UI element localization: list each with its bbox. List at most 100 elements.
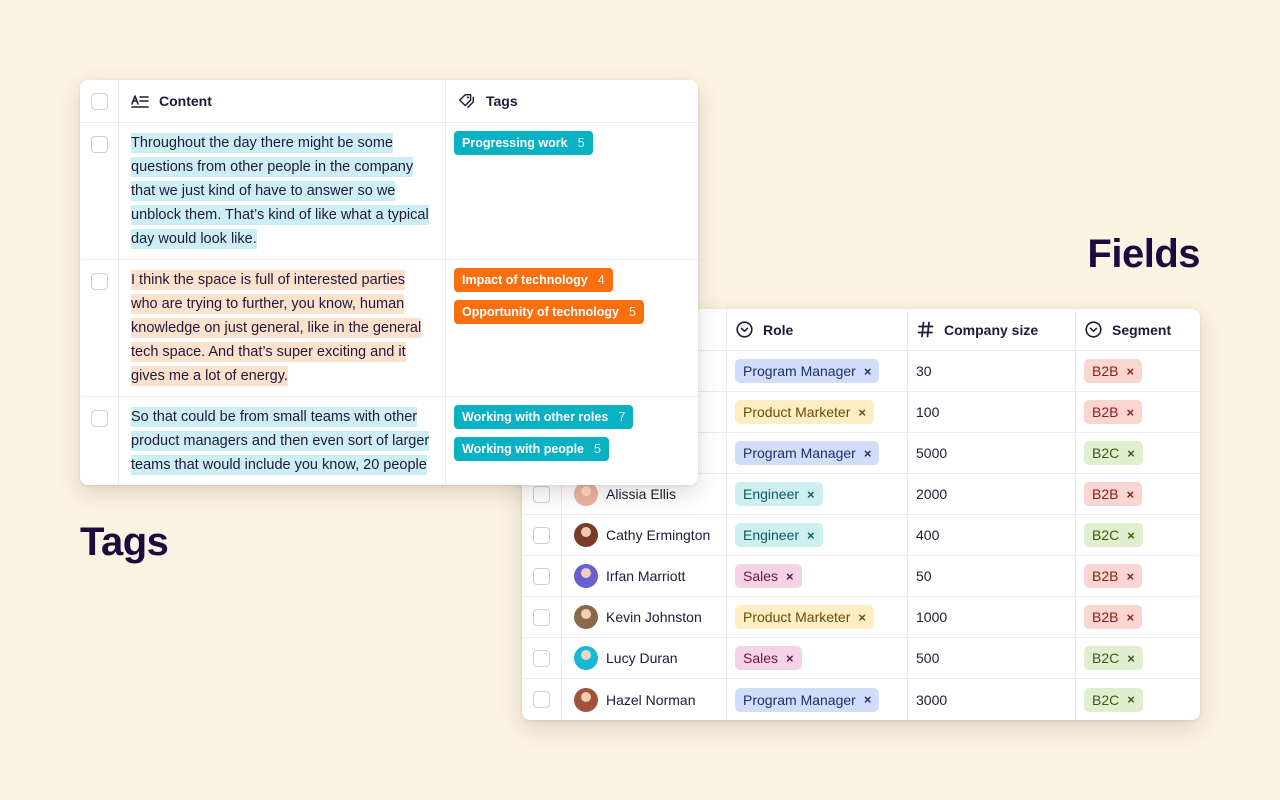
row-checkbox[interactable] xyxy=(533,485,550,503)
remove-icon[interactable]: × xyxy=(786,650,794,666)
role-pill[interactable]: Product Marketer × xyxy=(735,605,874,629)
segment-cell[interactable]: B2B × xyxy=(1076,351,1200,391)
role-cell[interactable]: Program Manager × xyxy=(727,351,908,391)
segment-cell[interactable]: B2B × xyxy=(1076,392,1200,432)
name-cell[interactable]: Hazel Norman xyxy=(562,679,727,720)
tag-chip[interactable]: Progressing work 5 xyxy=(454,131,593,155)
content-cell[interactable]: So that could be from small teams with o… xyxy=(119,397,446,485)
remove-icon[interactable]: × xyxy=(863,692,872,707)
segment-pill[interactable]: B2B × xyxy=(1084,359,1143,383)
row-checkbox[interactable] xyxy=(533,649,550,667)
segment-cell[interactable]: B2C × xyxy=(1076,638,1200,678)
company-size-cell[interactable]: 400 xyxy=(908,515,1076,555)
tags-cell[interactable]: Working with other roles 7 Working with pe… xyxy=(446,397,698,485)
company-size-cell[interactable]: 100 xyxy=(908,392,1076,432)
row-checkbox[interactable] xyxy=(533,526,550,544)
segment-pill[interactable]: B2C × xyxy=(1084,441,1143,465)
company-size-cell[interactable]: 3000 xyxy=(908,679,1076,720)
quote-text: Throughout the day there might be some q… xyxy=(131,131,433,251)
remove-icon[interactable]: × xyxy=(807,527,815,543)
remove-icon[interactable]: × xyxy=(1126,486,1135,502)
remove-icon[interactable]: × xyxy=(1126,609,1135,625)
remove-icon[interactable]: × xyxy=(1127,527,1135,543)
row-checkbox[interactable] xyxy=(90,410,108,427)
highlighted-quote: So that could be from small teams with o… xyxy=(131,407,430,475)
segment-pill[interactable]: B2C × xyxy=(1084,646,1143,670)
role-cell[interactable]: Program Manager × xyxy=(727,433,908,473)
segment-header[interactable]: Segment xyxy=(1076,309,1200,350)
role-pill[interactable]: Sales × xyxy=(735,564,802,588)
name-cell[interactable] xyxy=(562,392,727,432)
content-cell[interactable]: I think the space is full of interested … xyxy=(119,260,446,396)
row-checkbox[interactable] xyxy=(533,691,550,708)
role-header[interactable]: Role xyxy=(727,309,908,350)
segment-pill[interactable]: B2B × xyxy=(1084,400,1143,424)
name-cell[interactable]: Alissia Ellis xyxy=(562,474,727,514)
remove-icon[interactable]: × xyxy=(807,486,815,502)
row-checkbox[interactable] xyxy=(533,567,550,585)
tag-chip[interactable]: Opportunity of technology 5 xyxy=(454,300,644,324)
remove-icon[interactable]: × xyxy=(858,609,866,625)
remove-icon[interactable]: × xyxy=(1127,650,1135,666)
tag-chip[interactable]: Working with other roles 7 xyxy=(454,405,634,429)
segment-cell[interactable]: B2C × xyxy=(1076,515,1200,555)
company-size-cell[interactable]: 30 xyxy=(908,351,1076,391)
name-cell[interactable]: Lucy Duran xyxy=(562,638,727,678)
role-cell[interactable]: Product Marketer × xyxy=(727,392,908,432)
role-cell[interactable]: Engineer × xyxy=(727,474,908,514)
name-cell[interactable]: Irfan Marriott xyxy=(562,556,727,596)
segment-pill[interactable]: B2B × xyxy=(1084,605,1143,629)
tag-chip[interactable]: Working with people 5 xyxy=(454,437,609,461)
row-checkbox[interactable] xyxy=(90,273,108,290)
role-cell[interactable]: Program Manager × xyxy=(727,679,908,720)
remove-icon[interactable]: × xyxy=(1126,404,1135,420)
remove-icon[interactable]: × xyxy=(863,445,872,461)
select-all-checkbox[interactable] xyxy=(90,92,108,110)
role-cell[interactable]: Engineer × xyxy=(727,515,908,555)
company-size-cell[interactable]: 50 xyxy=(908,556,1076,596)
role-cell[interactable]: Sales × xyxy=(727,638,908,678)
content-header[interactable]: Content xyxy=(119,80,446,122)
segment-cell[interactable]: B2C × xyxy=(1076,433,1200,473)
remove-icon[interactable]: × xyxy=(858,404,866,420)
row-checkbox[interactable] xyxy=(533,608,550,626)
segment-cell[interactable]: B2B × xyxy=(1076,597,1200,637)
tags-header[interactable]: Tags xyxy=(446,80,698,122)
remove-icon[interactable]: × xyxy=(786,568,794,584)
role-pill[interactable]: Engineer × xyxy=(735,482,823,506)
name-cell[interactable] xyxy=(562,351,727,391)
tags-cell[interactable]: Impact of technology 4 Opportunity of tech… xyxy=(446,260,698,396)
segment-cell[interactable]: B2C × xyxy=(1076,679,1200,720)
role-cell[interactable]: Product Marketer × xyxy=(727,597,908,637)
remove-icon[interactable]: × xyxy=(1126,363,1135,379)
company-size-cell[interactable]: 1000 xyxy=(908,597,1076,637)
role-pill[interactable]: Program Manager × xyxy=(735,441,880,465)
company-size-cell[interactable]: 2000 xyxy=(908,474,1076,514)
row-checkbox[interactable] xyxy=(90,136,108,153)
segment-pill[interactable]: B2C × xyxy=(1084,523,1143,547)
segment-pill[interactable]: B2C × xyxy=(1084,687,1143,712)
role-pill[interactable]: Program Manager × xyxy=(735,359,880,383)
segment-pill[interactable]: B2B × xyxy=(1084,482,1143,506)
name-cell[interactable] xyxy=(562,433,727,473)
role-pill[interactable]: Product Marketer × xyxy=(735,400,874,424)
name-cell[interactable]: Kevin Johnston xyxy=(562,597,727,637)
remove-icon[interactable]: × xyxy=(1127,445,1135,461)
role-pill[interactable]: Program Manager × xyxy=(735,687,880,712)
name-cell[interactable]: Cathy Ermington xyxy=(562,515,727,555)
role-cell[interactable]: Sales × xyxy=(727,556,908,596)
remove-icon[interactable]: × xyxy=(1126,568,1135,584)
role-pill[interactable]: Engineer × xyxy=(735,523,823,547)
segment-pill[interactable]: B2B × xyxy=(1084,564,1143,588)
remove-icon[interactable]: × xyxy=(863,363,872,379)
remove-icon[interactable]: × xyxy=(1127,692,1135,707)
segment-cell[interactable]: B2B × xyxy=(1076,474,1200,514)
segment-cell[interactable]: B2B × xyxy=(1076,556,1200,596)
role-pill[interactable]: Sales × xyxy=(735,646,802,670)
tag-chip[interactable]: Impact of technology 4 xyxy=(454,268,613,292)
content-cell[interactable]: Throughout the day there might be some q… xyxy=(119,123,446,259)
company-size-cell[interactable]: 500 xyxy=(908,638,1076,678)
company-size-cell[interactable]: 5000 xyxy=(908,433,1076,473)
tags-cell[interactable]: Progressing work 5 xyxy=(446,123,698,259)
company-size-header[interactable]: Company size xyxy=(908,309,1076,350)
